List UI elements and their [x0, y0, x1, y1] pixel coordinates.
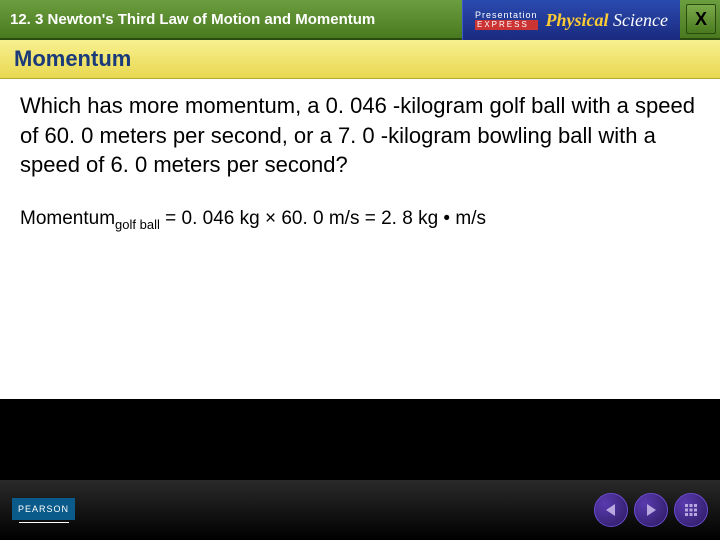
brand-box: Presentation EXPRESS Physical Science [462, 0, 680, 40]
question-text: Which has more momentum, a 0. 046 -kilog… [20, 91, 700, 180]
nav-controls [594, 493, 708, 527]
brand-text: Physical Science [546, 10, 668, 31]
presentation-express-logo: Presentation EXPRESS [475, 11, 538, 30]
header-bar: 12. 3 Newton's Third Law of Motion and M… [0, 0, 720, 40]
pearson-logo: PEARSON [12, 498, 75, 523]
section-title: Momentum [14, 46, 131, 71]
chapter-title: 12. 3 Newton's Third Law of Motion and M… [10, 11, 375, 28]
grid-icon [684, 503, 698, 517]
menu-button[interactable] [674, 493, 708, 527]
triangle-left-icon [605, 503, 617, 517]
triangle-right-icon [645, 503, 657, 517]
close-icon: X [695, 9, 707, 30]
content-area: Which has more momentum, a 0. 046 -kilog… [0, 79, 720, 399]
footer-bar: PEARSON [0, 480, 720, 540]
close-button[interactable]: X [686, 4, 716, 34]
prev-button[interactable] [594, 493, 628, 527]
eq-subscript: golf ball [115, 217, 160, 232]
eq-label: Momentum [20, 208, 115, 229]
eq-rest: = 0. 046 kg × 60. 0 m/s = 2. 8 kg • m/s [160, 208, 486, 229]
equation-line: Momentumgolf ball = 0. 046 kg × 60. 0 m/… [20, 208, 700, 232]
subheader-bar: Momentum [0, 40, 720, 79]
next-button[interactable] [634, 493, 668, 527]
